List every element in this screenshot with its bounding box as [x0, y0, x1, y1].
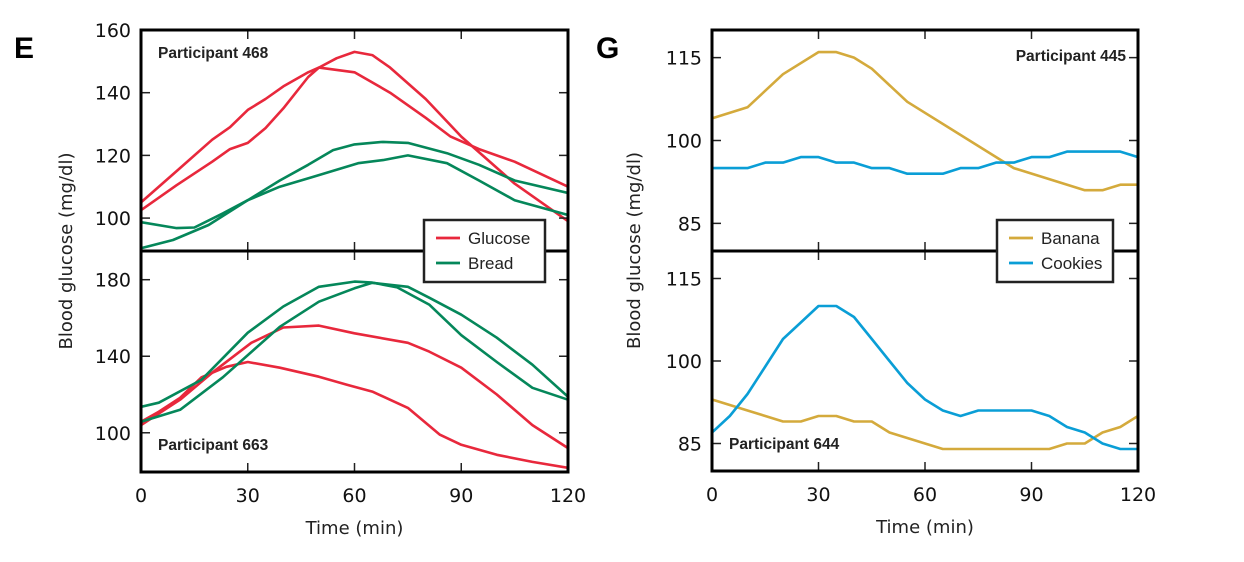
x-tick-label: 30	[806, 484, 830, 506]
x-tick-label: 30	[236, 485, 260, 507]
y-axis-title: Blood glucose (mg/dl)	[56, 153, 77, 350]
panel-e: E 100 120 140 160 Participant 468 100 140 180 Par…	[14, 20, 586, 539]
series-line-bread-4	[141, 281, 568, 424]
legend: Banana Cookies	[995, 218, 1115, 284]
x-tick-label: 120	[550, 485, 586, 507]
subplot-frame	[139, 28, 570, 253]
y-tick-label: 115	[666, 269, 702, 291]
series-group	[141, 50, 568, 250]
y-tick-label: 160	[95, 20, 131, 42]
subplot-top: 100 120 140 160 Participant 468	[95, 20, 570, 253]
subplot-title: Participant 663	[158, 437, 269, 454]
series-line-bread-3	[141, 280, 568, 409]
series-line-cookies-2	[712, 304, 1138, 451]
subplot-title: Participant 468	[158, 45, 269, 62]
y-tick-label: 140	[95, 83, 131, 105]
y-tick-label: 100	[666, 351, 702, 373]
x-tick-label: 60	[342, 485, 366, 507]
panel-g: G 85 100 115 Participant 445 85 100 115 Particip…	[596, 28, 1156, 538]
subplot-frame	[710, 249, 1140, 473]
y-tick-label: 115	[666, 48, 702, 70]
x-axis-title: Time (min)	[305, 518, 404, 539]
series-line-bread-3	[141, 140, 568, 230]
legend-box	[422, 218, 547, 284]
series-group	[712, 50, 1138, 192]
x-tick-label: 0	[706, 484, 718, 506]
legend-label: Bread	[468, 254, 513, 273]
panel-letter: G	[596, 32, 619, 65]
subplot-frame	[139, 249, 570, 474]
y-tick-label: 100	[95, 423, 131, 445]
y-tick-label: 140	[95, 346, 131, 368]
x-tick-label: 90	[1019, 484, 1043, 506]
series-line-cookies-2	[712, 150, 1138, 175]
subplot-top: 85 100 115 Participant 445	[666, 28, 1140, 253]
legend-label: Cookies	[1041, 254, 1102, 273]
subplot-title: Participant 644	[729, 436, 840, 453]
x-tick-label: 90	[449, 485, 473, 507]
legend-label: Banana	[1041, 229, 1100, 248]
x-tick-label: 60	[913, 484, 937, 506]
series-line-glucose-1	[141, 66, 568, 204]
y-tick-label: 180	[95, 270, 131, 292]
y-tick-label: 85	[678, 434, 702, 456]
series-line-banana-1	[712, 50, 1138, 192]
series-line-glucose-1	[141, 360, 568, 470]
y-tick-label: 120	[95, 145, 131, 167]
y-tick-label: 85	[678, 213, 702, 235]
series-group	[712, 304, 1138, 451]
y-axis-title: Blood glucose (mg/dl)	[624, 152, 645, 349]
subplot-title: Participant 445	[1016, 48, 1127, 65]
x-axis-title: Time (min)	[875, 517, 974, 538]
legend-label: Glucose	[468, 229, 530, 248]
series-line-banana-1	[712, 398, 1138, 451]
series-line-glucose-2	[141, 324, 568, 450]
y-tick-label: 100	[95, 208, 131, 230]
legend-box	[995, 218, 1115, 284]
series-group	[141, 280, 568, 470]
subplot-bottom: 100 140 180 Participant 663	[95, 249, 570, 474]
series-line-bread-4	[141, 154, 568, 250]
x-tick-label: 0	[135, 485, 147, 507]
panel-letter: E	[14, 32, 34, 65]
x-tick-label: 120	[1120, 484, 1156, 506]
legend: Glucose Bread	[422, 218, 547, 284]
y-tick-label: 100	[666, 131, 702, 153]
series-line-glucose-2	[141, 50, 568, 223]
subplot-bottom: 85 100 115 Participant 644	[666, 249, 1140, 473]
